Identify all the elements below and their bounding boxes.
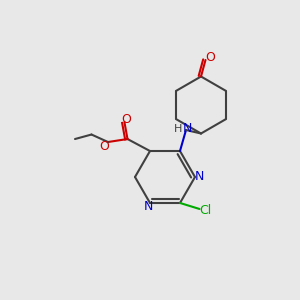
Text: O: O <box>100 140 109 153</box>
Text: Cl: Cl <box>200 204 211 217</box>
Text: O: O <box>205 51 215 64</box>
Text: N: N <box>195 170 204 184</box>
Text: O: O <box>121 113 130 126</box>
Text: H: H <box>174 124 183 134</box>
Text: N: N <box>182 122 192 135</box>
Text: N: N <box>144 200 153 213</box>
